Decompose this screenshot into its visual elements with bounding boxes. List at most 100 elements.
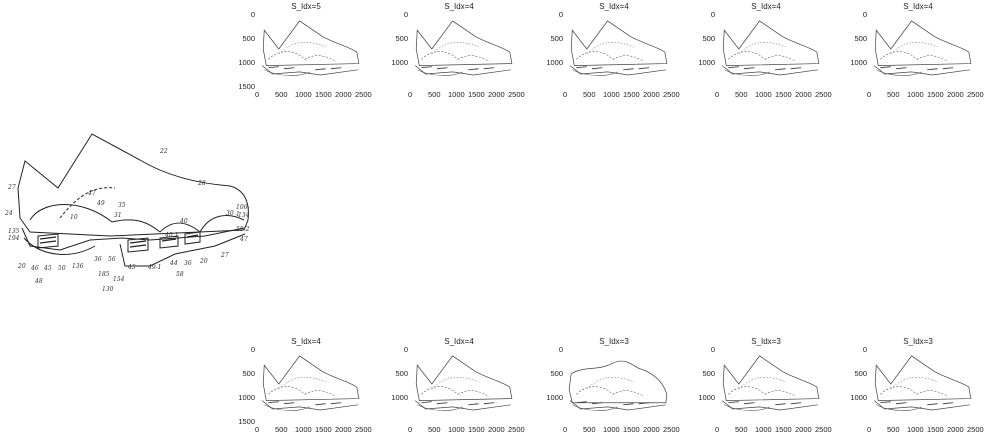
x-tick-label: 0 <box>408 425 413 434</box>
shoe-sketch <box>569 20 668 76</box>
x-tick-label: 500 <box>887 425 900 434</box>
x-tick-label: 500 <box>887 90 900 99</box>
x-tick-label: 500 <box>275 90 288 99</box>
y-tick-label: 1000 <box>391 58 408 67</box>
shoe-sketch <box>721 20 820 76</box>
y-tick-label: 1000 <box>698 58 715 67</box>
ref-label: 49 <box>97 200 105 207</box>
x-tick-label: 0 <box>867 90 872 99</box>
x-tick-label: 2500 <box>967 425 984 434</box>
x-tick-label: 500 <box>735 425 748 434</box>
y-tick-label: 1000 <box>238 58 255 67</box>
y-tick-label: 1000 <box>391 393 408 402</box>
y-tick-label: 0 <box>403 345 408 354</box>
ref-label: 40.1 <box>165 232 179 239</box>
ref-label: 20 <box>200 258 208 265</box>
x-tick-label: 0 <box>715 425 720 434</box>
reference-shoe-drawing: 22 27 28 24 47 49 35 31 10 30 40 40.1 10… <box>0 128 250 298</box>
x-tick-label: 0 <box>255 90 260 99</box>
ref-label: 47 <box>240 236 248 243</box>
y-tick-label: 500 <box>550 34 563 43</box>
panel-title: S_Idx=4 <box>291 337 321 346</box>
ref-label: 28 <box>198 180 206 187</box>
shoe-sketch <box>873 355 972 411</box>
x-tick-label: 2500 <box>508 90 525 99</box>
panel-title: S_Idx=4 <box>444 337 474 346</box>
x-tick-label: 1000 <box>448 90 465 99</box>
y-tick-label: 1000 <box>850 393 867 402</box>
shoe-sketch <box>873 20 972 76</box>
ref-label: 185 <box>98 271 110 278</box>
y-tick-label: 0 <box>558 10 563 19</box>
y-tick-label: 0 <box>250 10 255 19</box>
y-tick-label: 500 <box>242 34 255 43</box>
y-tick-label: 0 <box>250 345 255 354</box>
y-tick-label: 500 <box>395 34 408 43</box>
x-tick-label: 2500 <box>355 425 372 434</box>
x-tick-label: 1500 <box>468 90 485 99</box>
x-tick-label: 1500 <box>775 425 792 434</box>
ref-label: 134 <box>238 212 250 219</box>
similarity-panel: S_Idx=3 0 500 1000 0 500 1000 1500 2000 2500 <box>850 337 984 437</box>
y-tick-label: 500 <box>550 369 563 378</box>
x-tick-label: 2000 <box>335 90 352 99</box>
x-tick-label: 1000 <box>907 90 924 99</box>
y-tick-label: 500 <box>242 369 255 378</box>
ref-label: 45 <box>128 264 136 271</box>
ref-label: 55-2 <box>236 226 250 233</box>
similarity-panel: S_Idx=4 0 500 1000 0 500 1000 1500 2000 2500 <box>391 2 525 102</box>
reference-shoe-svg <box>17 133 249 267</box>
ref-label: 27 <box>8 184 16 191</box>
panel-title: S_Idx=3 <box>903 337 933 346</box>
x-tick-label: 2000 <box>643 90 660 99</box>
ref-label: 40 <box>180 218 188 225</box>
ref-label: 47 <box>88 190 96 197</box>
similarity-panel: S_Idx=4 0 500 1000 0 500 1000 1500 2000 2500 <box>850 2 984 102</box>
similarity-panel: S_Idx=4 0 500 1000 0 500 1000 1500 2000 2500 <box>546 2 680 102</box>
x-tick-label: 2500 <box>663 90 680 99</box>
ref-label: 24 <box>5 210 13 217</box>
x-tick-label: 2000 <box>795 425 812 434</box>
x-tick-label: 2500 <box>508 425 525 434</box>
x-tick-label: 1000 <box>295 90 312 99</box>
x-tick-label: 2500 <box>815 425 832 434</box>
y-tick-label: 500 <box>702 34 715 43</box>
x-tick-label: 500 <box>583 425 596 434</box>
ref-label: 136 <box>72 263 84 270</box>
ref-label: 49-1 <box>148 264 162 271</box>
x-tick-label: 1000 <box>448 425 465 434</box>
ref-label: 20 <box>18 263 26 270</box>
panel-title: S_Idx=4 <box>599 2 629 11</box>
similarity-panel: S_Idx=3 0 500 1000 0 500 1000 1500 2000 2500 <box>698 337 832 437</box>
x-tick-label: 2500 <box>967 90 984 99</box>
x-tick-label: 500 <box>428 425 441 434</box>
shoe-sketch <box>568 360 668 411</box>
y-tick-label: 0 <box>558 345 563 354</box>
x-tick-label: 2000 <box>488 90 505 99</box>
x-tick-label: 0 <box>563 90 568 99</box>
x-tick-label: 1500 <box>623 90 640 99</box>
ref-label: 50 <box>58 265 66 272</box>
x-tick-label: 1000 <box>603 425 620 434</box>
ref-label: 22 <box>160 148 168 155</box>
ref-label: 35 <box>118 202 126 209</box>
panel-title: S_Idx=4 <box>903 2 933 11</box>
panel-title: S_Idx=4 <box>751 2 781 11</box>
x-tick-label: 2000 <box>795 90 812 99</box>
ref-label: 36 <box>184 260 192 267</box>
panel-title: S_Idx=4 <box>444 2 474 11</box>
ref-label: 46 <box>31 265 39 272</box>
shoe-sketch <box>261 355 360 411</box>
ref-label: 10 <box>70 214 78 221</box>
x-tick-label: 1500 <box>468 425 485 434</box>
x-tick-label: 2000 <box>643 425 660 434</box>
ref-label: 45 <box>44 265 52 272</box>
panel-title: S_Idx=3 <box>751 337 781 346</box>
x-tick-label: 0 <box>867 425 872 434</box>
x-tick-label: 0 <box>408 90 413 99</box>
x-tick-label: 2500 <box>663 425 680 434</box>
y-tick-label: 500 <box>854 369 867 378</box>
ref-label: 27 <box>221 252 229 259</box>
y-tick-label: 0 <box>862 10 867 19</box>
x-tick-label: 2000 <box>947 425 964 434</box>
